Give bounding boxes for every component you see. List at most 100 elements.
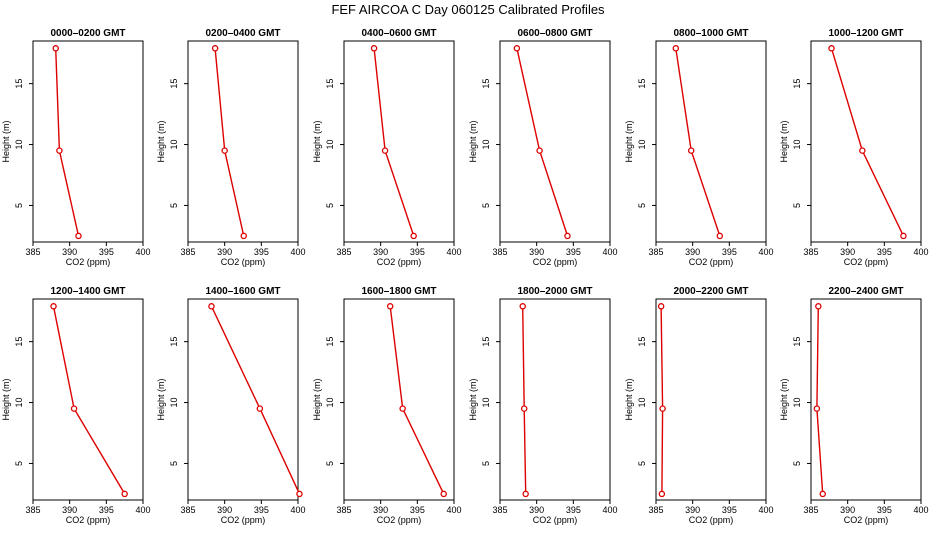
x-tick-label: 385 (336, 505, 351, 515)
y-tick-label: 5 (14, 203, 24, 208)
panel-title: 2000–2200 GMT (673, 286, 748, 297)
panel-8: 1400–1600 GMT 385 390 395 400 CO2 (ppm) 5 10 15 H… (156, 286, 306, 525)
data-point (519, 303, 526, 310)
panel-title: 1600–1800 GMT (361, 286, 436, 297)
plot-frame (32, 298, 144, 501)
y-tick-label: 15 (169, 337, 179, 347)
data-point (564, 232, 571, 240)
x-axis-label: CO2 (ppm) (844, 257, 889, 267)
x-axis-label: CO2 (ppm) (66, 515, 111, 525)
x-tick-label: 400 (602, 505, 617, 515)
profile-line (214, 48, 245, 237)
y-tick-label: 15 (792, 337, 802, 347)
y-tick-label: 5 (14, 461, 24, 466)
x-tick-label: 395 (566, 247, 581, 257)
panel-title: 0000–0200 GMT (50, 28, 125, 39)
profile-line (52, 306, 126, 495)
y-tick-label: 5 (637, 203, 647, 208)
y-tick-label: 10 (325, 398, 335, 408)
y-tick-label: 5 (792, 461, 802, 466)
x-axis-label: CO2 (ppm) (221, 257, 266, 267)
y-tick-label: 10 (637, 398, 647, 408)
y-tick-label: 10 (325, 140, 335, 150)
y-axis-label: Height (m) (312, 120, 322, 162)
data-point (296, 490, 303, 498)
x-tick-label: 400 (602, 247, 617, 257)
plot-frame (187, 298, 299, 501)
data-point (716, 232, 724, 240)
y-tick-label: 5 (169, 461, 179, 466)
x-tick-label: 385 (25, 505, 40, 515)
x-tick-label: 390 (529, 505, 544, 515)
x-tick-label: 390 (217, 247, 232, 257)
data-point (50, 303, 57, 310)
x-tick-label: 400 (290, 247, 305, 257)
x-tick-label: 385 (336, 247, 351, 257)
data-point (52, 45, 59, 52)
panel-grid: 0000–0200 GMT 385 390 395 400 CO2 (ppm) 5 10 15 H… (1, 28, 929, 525)
plot-frame (655, 298, 767, 501)
x-tick-label: 385 (25, 247, 40, 257)
x-axis-label: CO2 (ppm) (689, 257, 734, 267)
data-point (370, 45, 378, 52)
x-tick-label: 395 (877, 505, 892, 515)
plot-frame (810, 298, 922, 501)
y-tick-label: 15 (325, 79, 335, 89)
y-tick-label: 15 (14, 337, 24, 347)
data-point (75, 232, 82, 240)
profile-line (675, 48, 721, 237)
plot-frame (32, 40, 144, 243)
plot-frame (187, 40, 299, 243)
data-point (815, 303, 822, 310)
data-point (240, 232, 247, 240)
x-tick-label: 400 (135, 505, 150, 515)
x-tick-label: 395 (722, 247, 737, 257)
y-tick-label: 5 (325, 461, 335, 466)
y-axis-label: Height (m) (624, 120, 634, 162)
data-point (211, 45, 219, 52)
x-tick-label: 385 (803, 247, 818, 257)
data-point (859, 147, 866, 154)
x-tick-label: 390 (373, 505, 388, 515)
data-point (221, 147, 228, 154)
data-point (256, 405, 264, 412)
data-point (522, 490, 529, 498)
y-tick-label: 15 (637, 79, 647, 89)
x-axis-label: CO2 (ppm) (533, 257, 578, 267)
x-tick-label: 395 (877, 247, 892, 257)
y-tick-label: 5 (792, 203, 802, 208)
plot-frame (343, 298, 455, 501)
plot-frame (499, 40, 611, 243)
x-axis-label: CO2 (ppm) (689, 515, 734, 525)
data-point (687, 147, 695, 154)
panel-title: 1000–1200 GMT (828, 28, 903, 39)
plot-frame (343, 40, 455, 243)
panel-1: 0000–0200 GMT 385 390 395 400 CO2 (ppm) 5 10 15 H… (1, 28, 151, 267)
y-tick-label: 15 (325, 337, 335, 347)
y-tick-label: 10 (14, 398, 24, 408)
profile-line (516, 48, 569, 237)
y-tick-label: 10 (637, 140, 647, 150)
y-axis-label: Height (m) (779, 120, 789, 162)
plot-frame (810, 40, 922, 243)
data-point (208, 303, 215, 310)
data-point (657, 303, 665, 310)
data-point (56, 147, 63, 154)
data-point (513, 45, 521, 52)
y-axis-label: Height (m) (779, 378, 789, 420)
y-tick-label: 10 (169, 398, 179, 408)
profile-line (660, 306, 664, 494)
y-tick-label: 15 (481, 337, 491, 347)
x-tick-label: 390 (685, 247, 700, 257)
data-point (659, 405, 666, 412)
plot-frame (655, 40, 767, 243)
y-tick-label: 10 (481, 140, 491, 150)
panel-3: 0400–0600 GMT 385 390 395 400 CO2 (ppm) 5 10 15 H… (312, 28, 462, 267)
y-axis-label: Height (m) (1, 120, 11, 162)
panel-12: 2200–2400 GMT 385 390 395 400 CO2 (ppm) 5 10 15 H… (779, 286, 929, 525)
y-axis-label: Height (m) (312, 378, 322, 420)
panel-title: 0200–0400 GMT (205, 28, 280, 39)
x-tick-label: 385 (492, 505, 507, 515)
data-point (536, 147, 543, 154)
x-tick-label: 390 (685, 505, 700, 515)
